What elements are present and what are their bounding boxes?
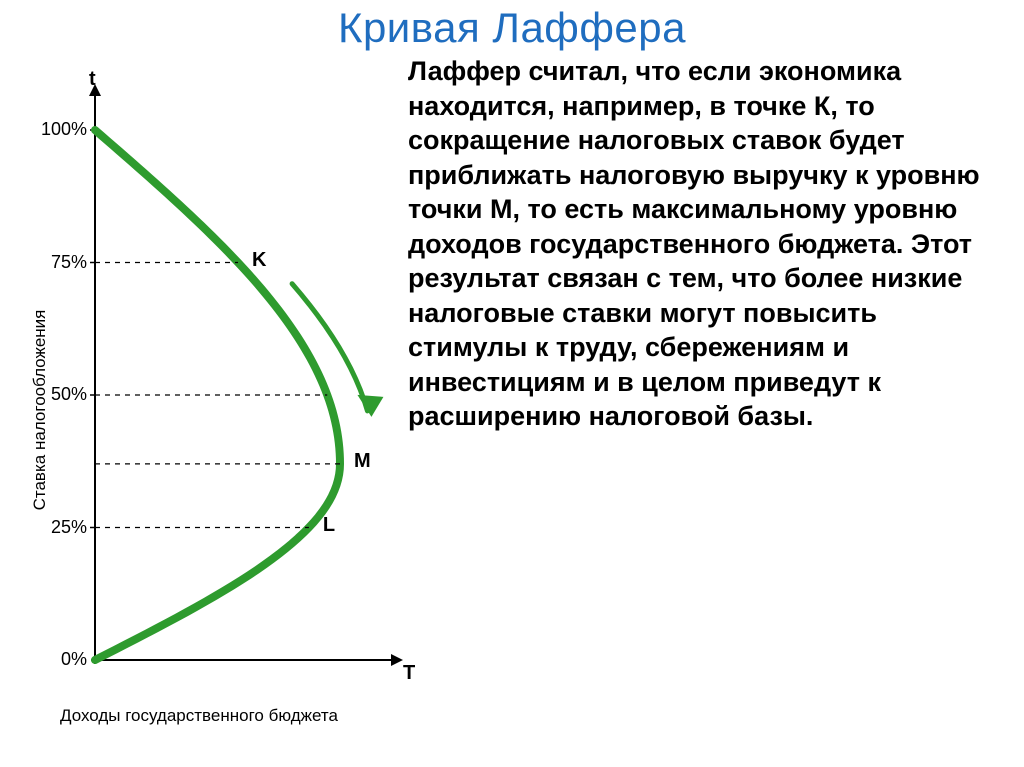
y-tick-75: 75% <box>37 252 87 273</box>
y-axis-title: t <box>89 68 96 91</box>
y-tick-100: 100% <box>37 119 87 140</box>
point-label-K: K <box>252 249 266 272</box>
y-tick-25: 25% <box>37 517 87 538</box>
x-axis-title: T <box>403 662 415 685</box>
point-label-M: M <box>354 450 371 473</box>
y-axis-label: Ставка налогообложения <box>30 280 50 540</box>
y-tick-50: 50% <box>37 384 87 405</box>
slide-title: Кривая Лаффера <box>0 4 1024 52</box>
point-label-L: L <box>323 514 335 537</box>
laffer-chart: t T Ставка налогообложения Доходы госуда… <box>20 60 420 720</box>
x-axis-label: Доходы государственного бюджета <box>60 706 420 726</box>
body-text: Лаффер считал, что если экономика находи… <box>408 54 998 434</box>
y-tick-0: 0% <box>37 649 87 670</box>
